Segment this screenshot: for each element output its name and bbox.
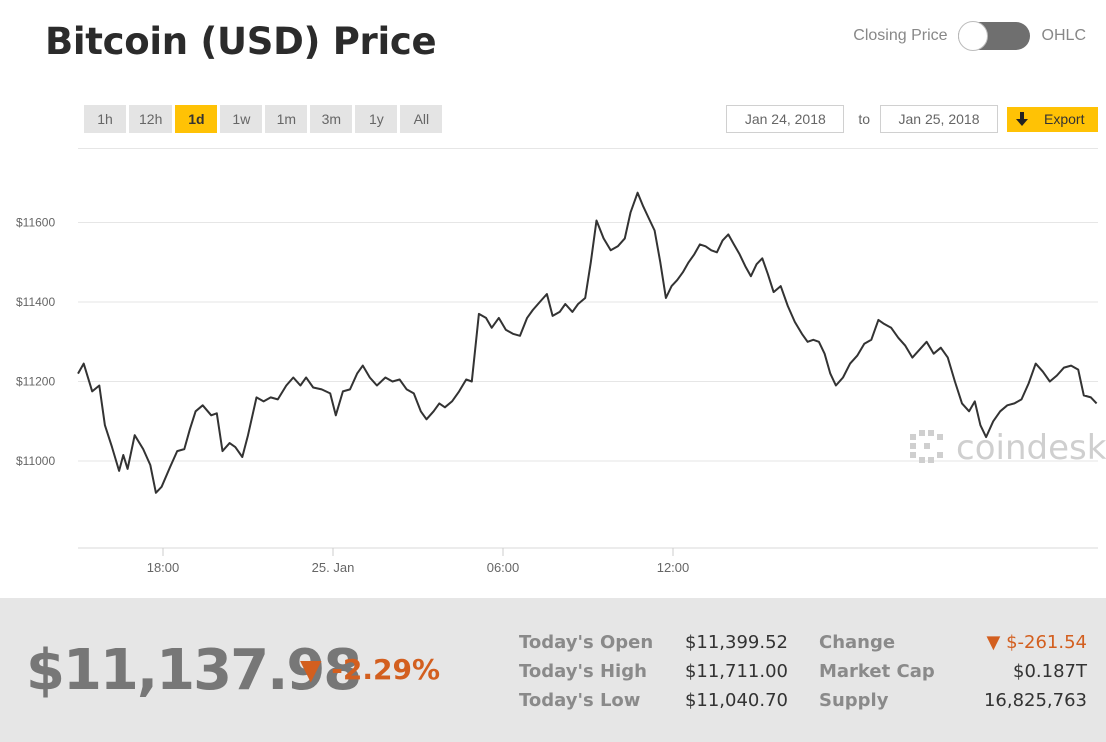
- range-button-1m[interactable]: 1m: [265, 105, 308, 133]
- todays-high-value: $11,711.00: [684, 661, 788, 682]
- todays-open-label: Today's Open: [519, 632, 654, 653]
- export-label: Export: [1044, 111, 1085, 127]
- y-tick-label: $11200: [16, 375, 55, 389]
- watermark-text: coindesk: [956, 428, 1106, 468]
- y-axis-labels: $11600 $11400 $11200 $11000: [16, 216, 55, 469]
- range-button-1y[interactable]: 1y: [355, 105, 398, 133]
- market-cap-value: $0.187T: [1013, 661, 1087, 682]
- toggle-knob: [957, 21, 988, 51]
- change-label: Change: [819, 632, 896, 653]
- change-percent: ▼ -2.29%: [300, 653, 441, 686]
- ohlc-label: OHLC: [1041, 27, 1086, 44]
- current-price: $11,137.98: [26, 638, 362, 703]
- download-arrow-icon: [1016, 112, 1028, 126]
- chart-grid: [78, 222, 1098, 462]
- market-cap-label: Market Cap: [819, 661, 935, 682]
- x-tick-label: 25. Jan: [312, 560, 355, 575]
- range-button-all[interactable]: All: [400, 105, 443, 133]
- supply-label: Supply: [819, 690, 889, 711]
- price-chart: $11600 $11400 $11200 $11000 18:00 25. Jan 06:…: [16, 191, 1106, 575]
- coindesk-logo-icon: [910, 430, 943, 463]
- range-button-1h[interactable]: 1h: [84, 105, 126, 133]
- page-title: Bitcoin (USD) Price: [45, 20, 437, 63]
- supply-value: 16,825,763: [983, 690, 1087, 711]
- todays-open-value: $11,399.52: [684, 632, 788, 653]
- range-button-12h[interactable]: 12h: [129, 105, 173, 133]
- todays-high-label: Today's High: [519, 661, 647, 682]
- summary-panel: $11,137.98 ▼ -2.29% Today's Open $11,399…: [0, 598, 1106, 742]
- y-tick-label: $11400: [16, 295, 55, 309]
- price-series-line: [77, 191, 1098, 494]
- x-tick-label: 12:00: [657, 560, 690, 575]
- todays-low-value: $11,040.70: [684, 690, 788, 711]
- date-to-input[interactable]: [880, 105, 998, 133]
- range-button-3m[interactable]: 3m: [310, 105, 353, 133]
- change-value: ▼ $-261.54: [986, 632, 1088, 653]
- x-axis: 18:00 25. Jan 06:00 12:00: [78, 547, 1098, 575]
- price-mode-toggle[interactable]: [957, 21, 1030, 51]
- x-tick-label: 06:00: [487, 560, 520, 575]
- price-mode-toggle-group: Closing Price OHLC: [853, 21, 1086, 51]
- range-button-1d[interactable]: 1d: [175, 105, 218, 133]
- coindesk-watermark: coindesk: [910, 428, 1106, 468]
- export-button[interactable]: Export: [1007, 106, 1098, 132]
- range-button-1w[interactable]: 1w: [220, 105, 263, 133]
- todays-low-label: Today's Low: [519, 690, 641, 711]
- range-selector: 1h 12h 1d 1w 1m 3m 1y All: [84, 105, 443, 133]
- y-tick-label: $11000: [16, 454, 55, 468]
- y-tick-label: $11600: [16, 216, 55, 230]
- date-controls: to Export: [726, 105, 1098, 133]
- chart-top-rule: [78, 148, 1098, 149]
- closing-price-label: Closing Price: [853, 27, 948, 44]
- to-label: to: [858, 111, 870, 127]
- date-from-input[interactable]: [726, 105, 845, 133]
- x-tick-label: 18:00: [147, 560, 180, 575]
